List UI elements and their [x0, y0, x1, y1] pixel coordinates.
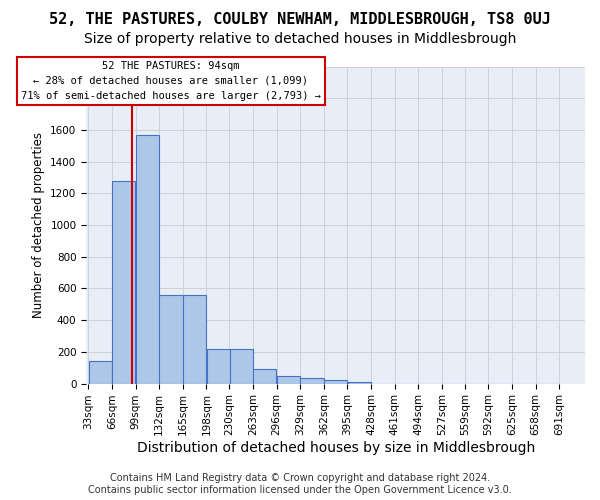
Text: 52, THE PASTURES, COULBY NEWHAM, MIDDLESBROUGH, TS8 0UJ: 52, THE PASTURES, COULBY NEWHAM, MIDDLES…	[49, 12, 551, 28]
X-axis label: Distribution of detached houses by size in Middlesbrough: Distribution of detached houses by size …	[137, 441, 535, 455]
Bar	[277, 376, 300, 384]
Bar	[183, 295, 206, 384]
Bar	[301, 378, 323, 384]
Text: Contains HM Land Registry data © Crown copyright and database right 2024.
Contai: Contains HM Land Registry data © Crown c…	[88, 474, 512, 495]
Bar	[160, 295, 182, 384]
Text: 52 THE PASTURES: 94sqm
← 28% of detached houses are smaller (1,099)
71% of semi-: 52 THE PASTURES: 94sqm ← 28% of detached…	[21, 61, 321, 100]
Bar	[112, 180, 136, 384]
Bar	[136, 134, 159, 384]
Y-axis label: Number of detached properties: Number of detached properties	[32, 132, 45, 318]
Bar	[89, 362, 112, 384]
Text: Size of property relative to detached houses in Middlesbrough: Size of property relative to detached ho…	[84, 32, 516, 46]
Bar	[253, 368, 277, 384]
Bar	[206, 348, 230, 384]
Bar	[347, 382, 371, 384]
Bar	[324, 380, 347, 384]
Bar	[230, 348, 253, 384]
